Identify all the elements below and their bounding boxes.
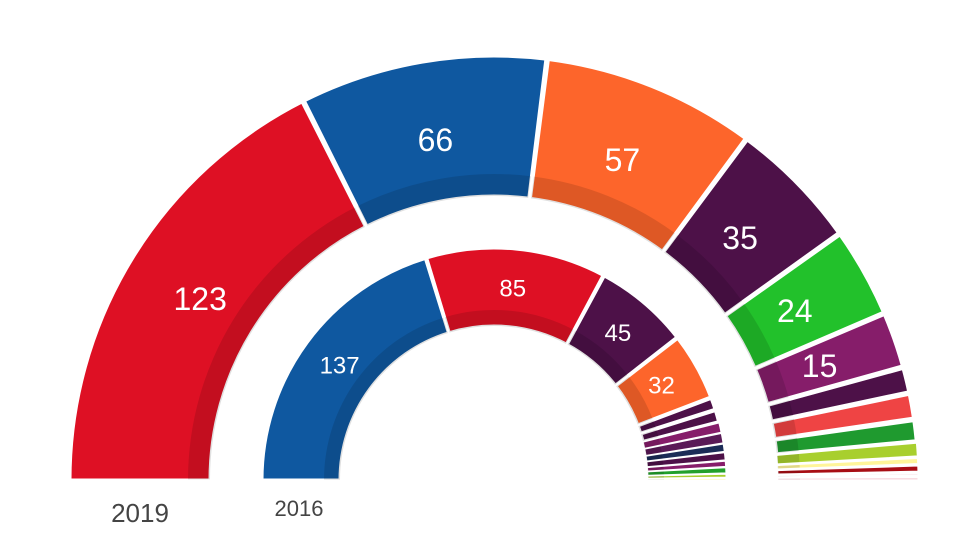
segment-shadow-2019-10	[777, 465, 800, 469]
seat-label-2019-2: 57	[605, 142, 641, 178]
segment-shadow-2019-6	[768, 400, 794, 421]
seat-segment-2019-12	[777, 473, 919, 478]
seat-segment-2019-13	[777, 476, 919, 481]
seat-segment-2016-12	[647, 473, 727, 479]
seat-label-2016-1: 85	[499, 275, 526, 302]
segment-shadow-2016-0	[324, 317, 449, 480]
seat-segment-2016-7	[644, 432, 724, 456]
segment-shadow-2019-11	[777, 470, 800, 474]
seat-label-2019-5: 15	[802, 348, 838, 384]
segment-shadow-2016-12	[647, 476, 664, 478]
segment-shadow-2016-1	[444, 309, 574, 344]
segment-shadow-2016-11	[647, 471, 664, 475]
seat-label-2016-0: 137	[320, 352, 360, 379]
ring-2016: 137 85 45 32	[260, 246, 727, 482]
ring-2019: 123 66 57 35 24 15	[68, 54, 919, 482]
segment-shadow-2016-8	[646, 454, 663, 461]
segment-shadow-2019-9	[776, 454, 800, 464]
seat-segment-2016-13	[647, 478, 727, 481]
seat-segment-2019-5	[753, 312, 905, 406]
seat-segment-2019-2	[528, 57, 748, 254]
seat-segment-2019-7	[770, 392, 916, 441]
seat-segment-2016-10	[646, 460, 727, 472]
segment-shadow-2019-0	[188, 207, 365, 480]
segment-shadow-2019-5	[755, 361, 789, 404]
segment-shadow-2016-7	[644, 446, 662, 456]
seat-segment-2016-11	[647, 467, 727, 476]
segment-shadow-2016-6	[643, 438, 661, 448]
seat-segment-2019-0	[68, 99, 368, 482]
seat-label-2019-1: 66	[418, 122, 454, 158]
seat-segment-2019-10	[777, 457, 919, 470]
year-label-2019: 2019	[111, 498, 169, 528]
segment-shadow-2019-7	[772, 418, 797, 438]
segment-shadow-2019-2	[531, 176, 675, 251]
seat-segment-2016-0	[260, 256, 451, 482]
seat-segment-2016-9	[646, 452, 726, 468]
segment-shadow-2016-2	[567, 330, 628, 385]
segment-shadow-2016-5	[641, 429, 659, 442]
seat-segment-2016-5	[639, 408, 721, 444]
segment-shadow-2019-13	[778, 478, 801, 480]
seat-segment-2019-3	[661, 137, 841, 317]
segment-shadow-2019-8	[775, 437, 799, 454]
seat-label-2019-0: 123	[174, 281, 227, 317]
segment-shadow-2019-3	[664, 234, 743, 314]
seat-segment-2019-4	[723, 232, 886, 370]
seat-label-2016-3: 32	[648, 373, 675, 400]
seat-segment-2019-1	[302, 54, 548, 229]
year-label-2016: 2016	[275, 496, 324, 521]
segment-shadow-2019-4	[726, 303, 775, 368]
seat-segment-2019-9	[776, 442, 918, 465]
segment-shadow-2016-4	[638, 420, 656, 433]
segment-shadow-2016-10	[647, 466, 664, 471]
seat-segment-2019-8	[773, 418, 918, 456]
segment-shadow-2016-3	[616, 376, 653, 425]
segment-shadow-2019-12	[777, 475, 800, 477]
seat-label-2019-3: 35	[722, 220, 758, 256]
seat-label-2016-2: 45	[605, 320, 632, 347]
seat-label-2019-4: 24	[777, 293, 813, 329]
segment-shadow-2016-9	[646, 460, 664, 467]
seat-segment-2016-6	[642, 422, 722, 449]
seat-segment-2016-8	[645, 443, 725, 462]
seat-segment-2019-11	[777, 465, 919, 475]
segment-shadow-2019-1	[357, 173, 531, 226]
seat-segment-2019-6	[766, 366, 911, 423]
